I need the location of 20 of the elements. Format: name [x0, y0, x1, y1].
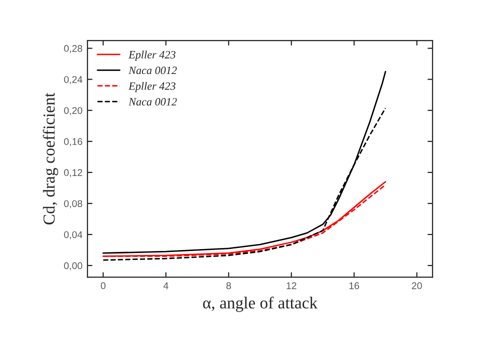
y-tick-label: 0,00	[64, 262, 82, 270]
legend-label: Epller 423	[128, 50, 176, 61]
y-tick-label: 0,12	[64, 169, 82, 178]
y-axis-title: Cd, drag coefficient	[42, 92, 58, 224]
x-tick-label: 12	[286, 282, 296, 290]
legend-label: Naca 0012	[128, 66, 177, 74]
y-tick-label: 0,16	[64, 138, 82, 146]
y-tick-label: 0,20	[64, 107, 82, 116]
x-tick-label: 16	[349, 282, 360, 290]
x-tick-label: 20	[412, 282, 422, 290]
y-tick-label: 0,28	[64, 45, 82, 54]
y-tick-label: 0,24	[64, 76, 82, 84]
x-tick-label: 0	[100, 282, 106, 290]
x-axis-title: α, angle of attack	[203, 296, 318, 312]
y-tick-label: 0,08	[64, 200, 82, 208]
x-tick-label: 8	[226, 282, 231, 290]
y-tick-label: 0,04	[64, 231, 82, 240]
legend-label: Naca 0012	[128, 98, 177, 106]
legend-label: Epller 423	[128, 82, 176, 92]
x-tick-label: 4	[163, 282, 168, 290]
